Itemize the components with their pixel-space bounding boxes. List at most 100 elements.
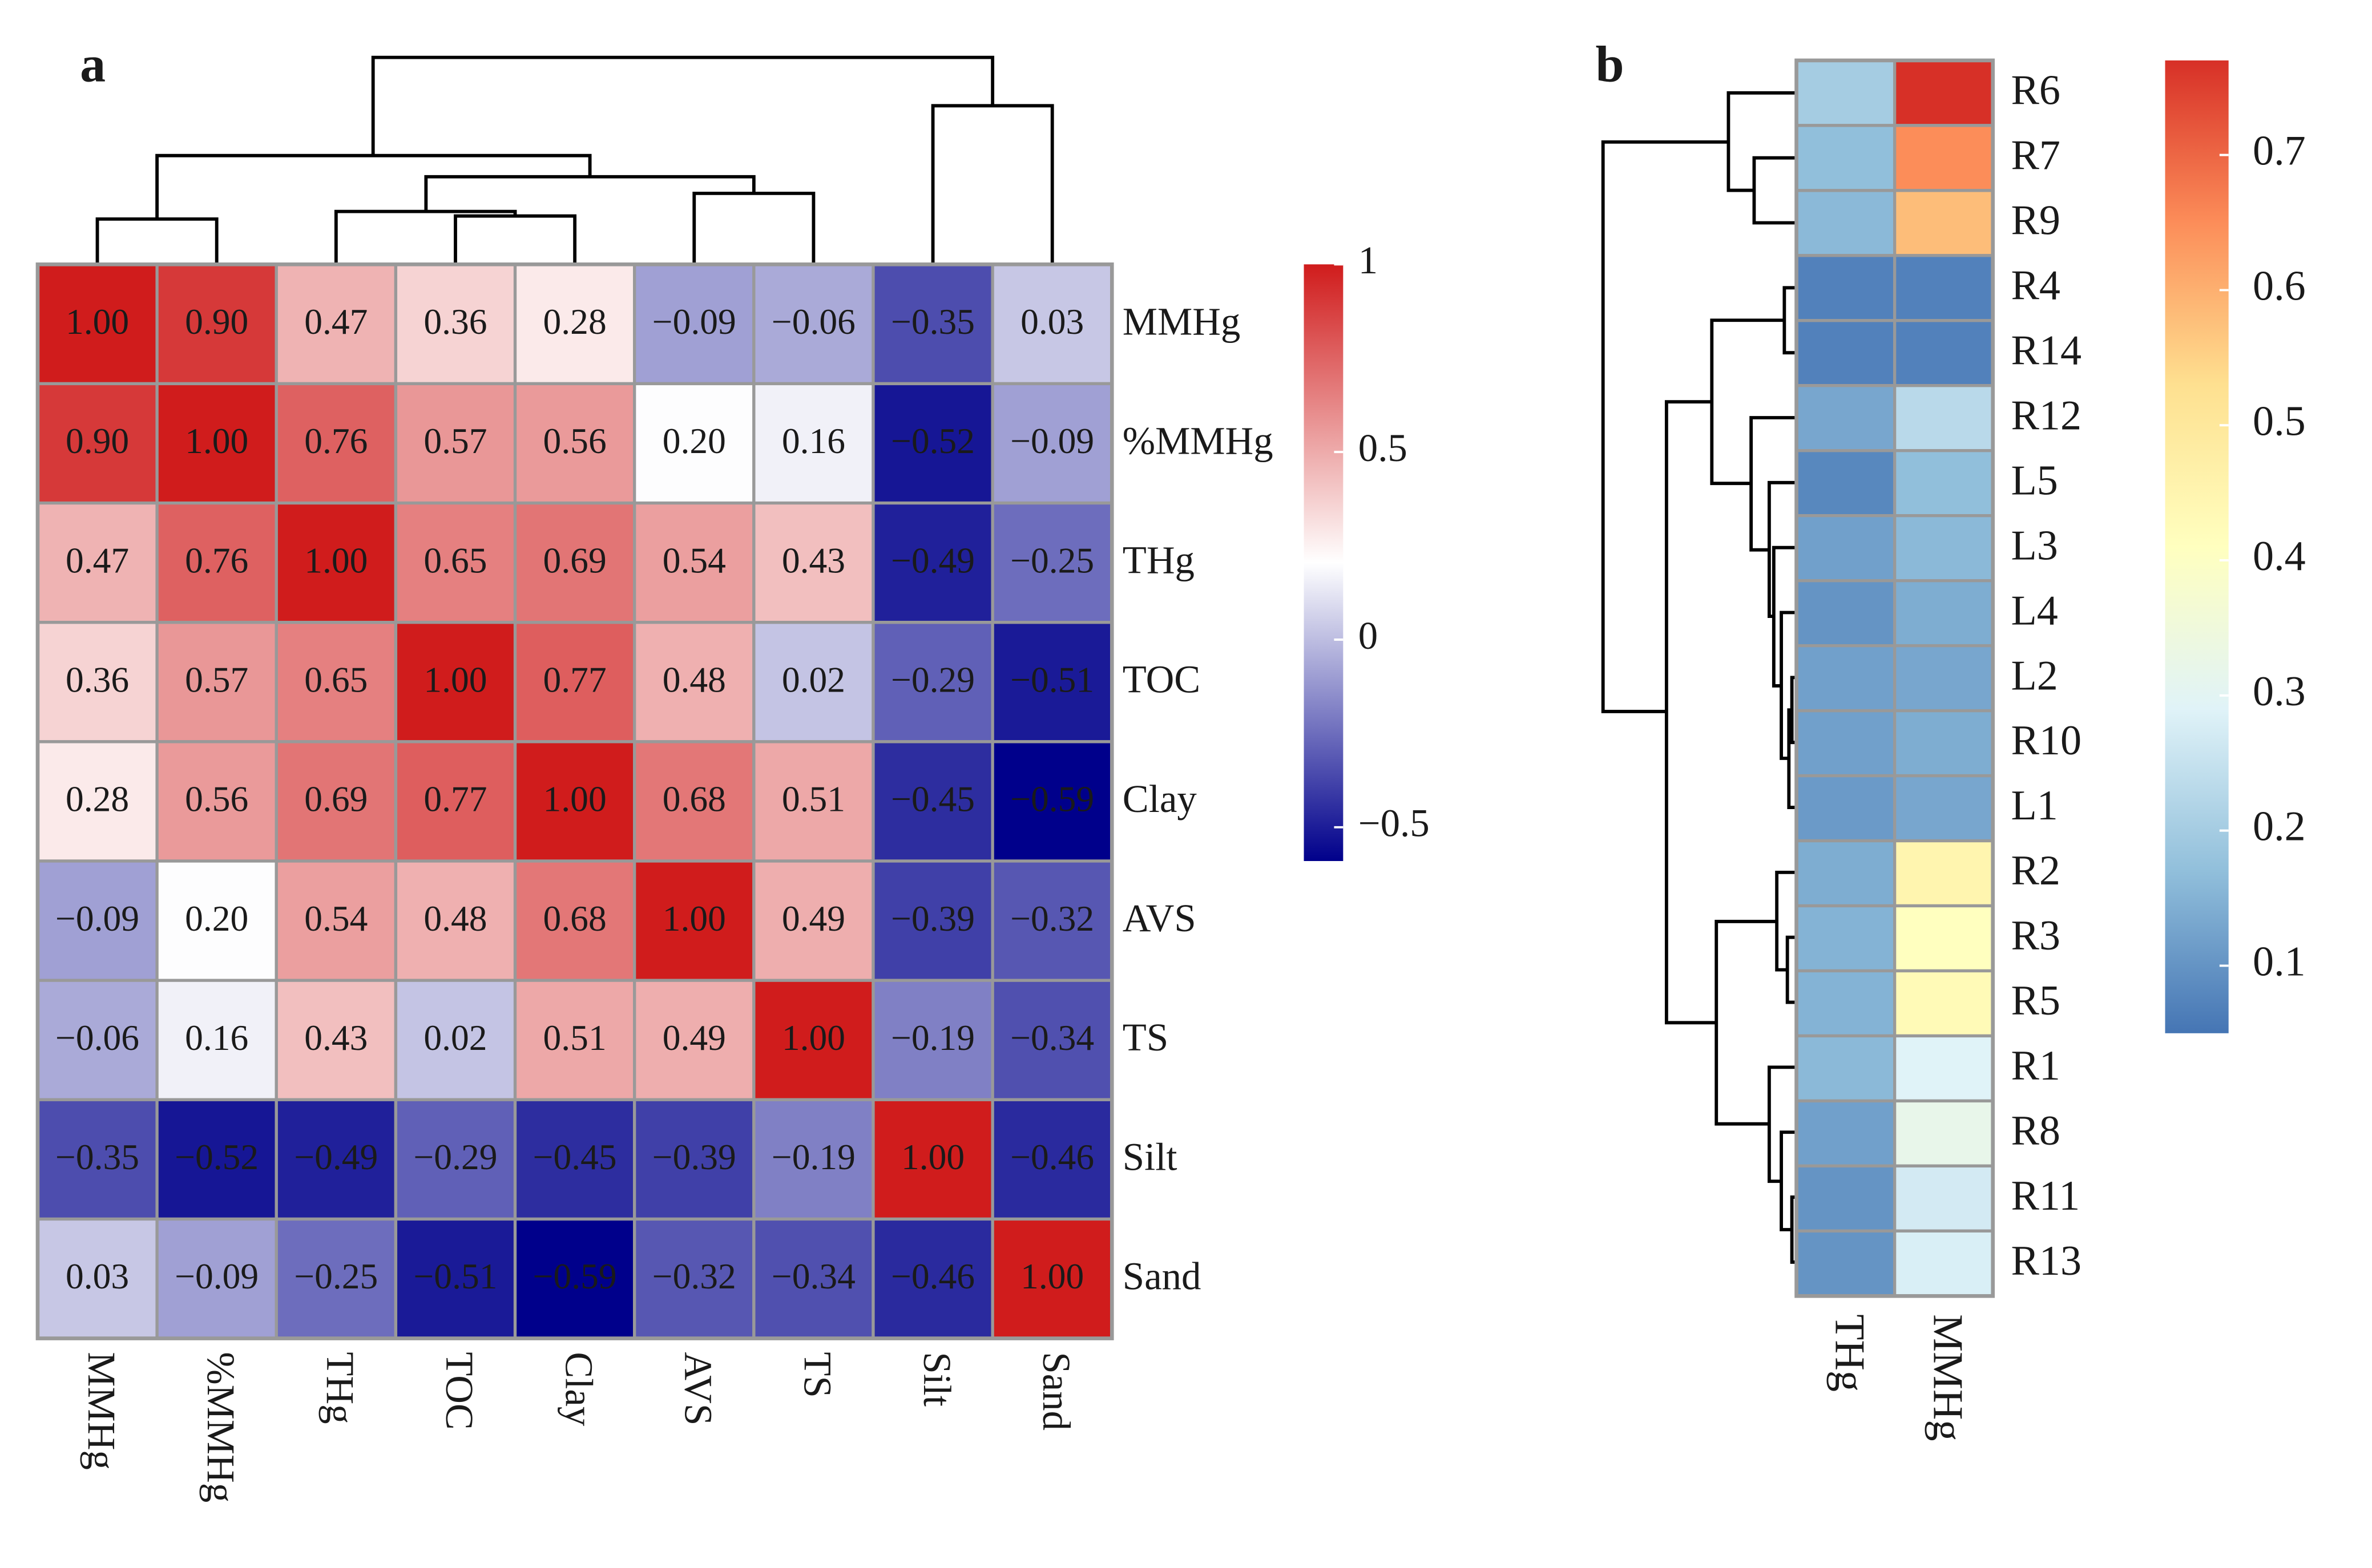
column-label: Silt <box>915 1352 959 1407</box>
row-label: MMHg <box>1123 300 1241 343</box>
column-label: AVS <box>676 1352 720 1425</box>
column-label: TS <box>796 1352 840 1397</box>
heatmap-cell <box>1893 644 1995 713</box>
heatmap-cell <box>872 262 994 386</box>
dendrogram-b <box>1601 91 1797 1264</box>
colorbar-tick-label: 0.4 <box>2253 533 2306 580</box>
cell-label: 0.68 <box>663 779 726 819</box>
cell-label: 0.49 <box>663 1017 726 1058</box>
heatmap-cell <box>36 740 159 863</box>
heatmap-cell <box>394 621 517 743</box>
row-label: TS <box>1123 1016 1168 1059</box>
cell-label: 0.65 <box>423 540 487 580</box>
heatmap-cell <box>1893 839 1995 908</box>
row-label: R11 <box>2011 1173 2080 1219</box>
heatmap-cell <box>1893 449 1995 518</box>
cell-label: 0.36 <box>66 660 129 700</box>
cell-label: −0.45 <box>891 779 975 819</box>
heatmap-cell <box>1893 1229 1995 1298</box>
grid-border <box>1794 58 1995 1298</box>
cell-label: −0.25 <box>1010 540 1094 580</box>
heatmap-cell <box>1794 189 1897 257</box>
row-label: L3 <box>2011 522 2058 569</box>
heatmap-cell <box>513 501 636 624</box>
heatmap-cell <box>1893 384 1995 452</box>
cell-label: 0.90 <box>66 421 129 461</box>
heatmap-cell <box>633 262 756 386</box>
heatmap-cell <box>275 382 398 505</box>
heatmap-cell <box>1794 579 1897 648</box>
cell-label: −0.45 <box>533 1137 617 1177</box>
heatmap-cell <box>1794 319 1897 387</box>
cell-label: −0.52 <box>891 421 975 461</box>
cell-label: −0.32 <box>652 1256 736 1296</box>
cell-label: −0.19 <box>891 1017 975 1058</box>
cell-label: −0.19 <box>772 1137 856 1177</box>
heatmap-cell <box>1893 514 1995 583</box>
heatmap-cell <box>752 979 875 1101</box>
heatmap-cell <box>1794 1229 1897 1298</box>
row-label: Silt <box>1123 1135 1177 1178</box>
cell-label: 0.48 <box>663 660 726 700</box>
row-label: %MMHg <box>1123 419 1273 462</box>
colorbar-tick-label: 1 <box>1358 239 1378 282</box>
heatmap-cell <box>513 979 636 1101</box>
heatmap-cell <box>752 1098 875 1221</box>
cell-label: 0.20 <box>185 898 248 939</box>
row-label: R12 <box>2011 392 2081 439</box>
cell-label: −0.59 <box>533 1256 617 1296</box>
row-label: R4 <box>2011 262 2060 309</box>
row-label: R1 <box>2011 1042 2060 1089</box>
row-label: L2 <box>2011 652 2058 699</box>
colorbar-tick-label: −0.5 <box>1358 802 1430 845</box>
heatmap-cell <box>1893 709 1995 778</box>
cell-label: −0.09 <box>55 898 139 939</box>
colorbar-tick-label: 0 <box>1358 614 1378 657</box>
column-label: %MMHg <box>199 1352 243 1502</box>
cell-label: −0.34 <box>772 1256 856 1296</box>
row-label: R6 <box>2011 67 2060 114</box>
cell-label: −0.25 <box>294 1256 378 1296</box>
cell-label: 0.20 <box>663 421 726 461</box>
row-label: R2 <box>2011 847 2060 894</box>
cell-label: −0.49 <box>891 540 975 580</box>
heatmap-cell <box>36 501 159 624</box>
heatmap-cell <box>1794 514 1897 583</box>
panel-label: a <box>80 36 106 92</box>
heatmap-cell <box>1794 449 1897 518</box>
heatmap-cell <box>1794 969 1897 1038</box>
heatmap-cell <box>513 859 636 982</box>
cell-label: 1.00 <box>782 1017 845 1058</box>
cell-label: 0.16 <box>782 421 845 461</box>
cell-label: 0.69 <box>543 540 607 580</box>
cell-label: 0.77 <box>543 660 607 700</box>
cell-label: 1.00 <box>304 540 368 580</box>
row-label: THg <box>1123 539 1195 582</box>
heatmap-cell <box>991 1217 1114 1340</box>
row-label: Clay <box>1123 777 1197 821</box>
cell-label: 0.68 <box>543 898 607 939</box>
heatmap-cell <box>1794 709 1897 778</box>
cell-label: 0.47 <box>66 540 129 580</box>
colorbar-tick-label: 0.6 <box>2253 262 2306 309</box>
cell-label: 0.54 <box>304 898 368 939</box>
heatmap-cell <box>1893 319 1995 387</box>
cell-label: −0.34 <box>1010 1017 1094 1058</box>
cell-label: 0.02 <box>423 1017 487 1058</box>
colorbar-tick-label: 0.3 <box>2253 668 2306 715</box>
cell-label: 0.47 <box>304 301 368 342</box>
heatmap-cell <box>394 1098 517 1221</box>
cell-label: −0.59 <box>1010 779 1094 819</box>
heatmap-cell <box>1893 254 1995 322</box>
cell-label: −0.09 <box>652 301 736 342</box>
cell-label: 0.51 <box>782 779 845 819</box>
heatmap-cell <box>36 1217 159 1340</box>
panel-label: b <box>1595 36 1624 92</box>
heatmap-cell <box>991 621 1114 743</box>
cell-label: 0.36 <box>423 301 487 342</box>
row-label: L4 <box>2011 587 2058 634</box>
heatmap-cell <box>1794 59 1897 127</box>
cell-label: −0.06 <box>55 1017 139 1058</box>
column-label: THg <box>318 1352 362 1424</box>
cell-label: 0.43 <box>782 540 845 580</box>
